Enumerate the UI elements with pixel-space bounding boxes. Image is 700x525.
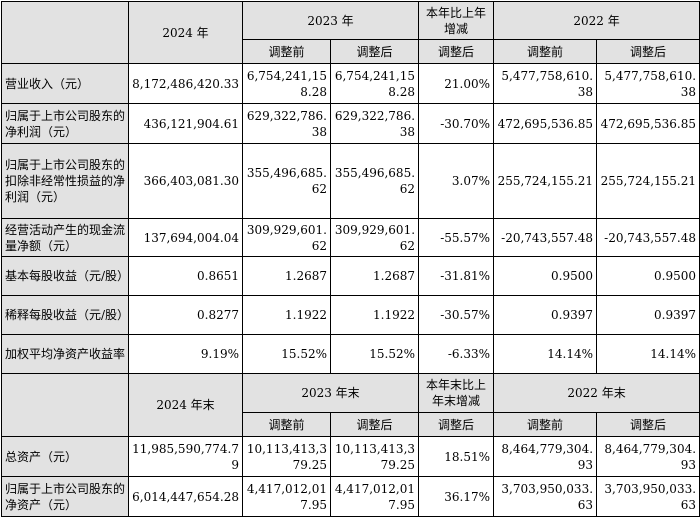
row-label: 稀释每股收益（元/股） <box>1 295 129 335</box>
header-change: 本年比上年增减 <box>418 1 495 40</box>
value-2024: 8,172,486,420.33 <box>128 63 243 104</box>
value-2024: 11,985,590,774.79 <box>128 436 243 477</box>
header-change-end: 本年末比上年末增减 <box>418 373 495 413</box>
table-row: 经营活动产生的现金流量净额（元） 137,694,004.04 309,929,… <box>1 218 700 257</box>
value-2022-before: 0.9500 <box>493 256 598 296</box>
header-2023: 2023 年 <box>241 1 420 40</box>
value-2023-before: 1.2687 <box>242 256 331 296</box>
value-2022-before: 255,724,155.21 <box>493 143 598 219</box>
value-2022-after: 0.9500 <box>596 256 700 296</box>
header-2022-end: 2022 年末 <box>493 373 700 413</box>
value-2024: 137,694,004.04 <box>128 218 243 257</box>
header-2024: 2024 年 <box>128 1 243 64</box>
row-label: 加权平均净资产收益率 <box>1 334 129 374</box>
value-2024: 366,403,081.30 <box>128 143 243 219</box>
value-change: 21.00% <box>418 63 495 104</box>
value-2022-before: 0.9397 <box>493 295 598 335</box>
value-change: 36.17% <box>418 476 495 517</box>
value-2023-before: 10,113,413,379.25 <box>242 436 331 477</box>
header-2022-before: 调整前 <box>493 39 598 64</box>
value-2023-after: 629,322,786.38 <box>329 103 420 144</box>
value-2022-after: 0.9397 <box>596 295 700 335</box>
value-change: -30.70% <box>418 103 495 144</box>
table-row: 归属于上市公司股东的净资产（元） 6,014,447,654.28 4,417,… <box>1 476 700 517</box>
value-2023-after: 309,929,601.62 <box>329 218 420 257</box>
value-change: -30.57% <box>418 295 495 335</box>
value-2022-before: 5,477,758,610.38 <box>493 63 598 104</box>
value-2024: 9.19% <box>128 334 243 374</box>
value-2022-before: 3,703,950,033.63 <box>493 476 598 517</box>
value-2022-after: -20,743,557.48 <box>596 218 700 257</box>
value-2022-after: 3,703,950,033.63 <box>596 476 700 517</box>
table-row: 归属于上市公司股东的扣除非经常性损益的净利润（元） 366,403,081.30… <box>1 143 700 219</box>
value-2023-after: 4,417,012,017.95 <box>329 476 420 517</box>
value-2023-before: 1.1922 <box>242 295 331 335</box>
value-2022-before: 8,464,779,304.93 <box>493 436 598 477</box>
row-label: 总资产（元） <box>1 436 129 477</box>
header-2023-before: 调整前 <box>242 412 331 437</box>
value-2023-after: 6,754,241,158.28 <box>329 63 420 104</box>
value-2023-before: 309,929,601.62 <box>242 218 331 257</box>
value-2023-before: 15.52% <box>242 334 331 374</box>
header-2023-after: 调整后 <box>329 412 420 437</box>
header-2022: 2022 年 <box>493 1 700 40</box>
table-row: 营业收入（元） 8,172,486,420.33 6,754,241,158.2… <box>1 63 700 104</box>
table-row: 稀释每股收益（元/股） 0.8277 1.1922 1.1922 -30.57%… <box>1 295 700 335</box>
row-label: 归属于上市公司股东的扣除非经常性损益的净利润（元） <box>1 143 129 219</box>
value-2024: 6,014,447,654.28 <box>128 476 243 517</box>
value-2023-before: 629,322,786.38 <box>242 103 331 144</box>
header-2023-end: 2023 年末 <box>241 373 420 413</box>
value-change: 3.07% <box>418 143 495 219</box>
header-2024-end: 2024 年末 <box>128 373 243 437</box>
header-2023-after: 调整后 <box>329 39 420 64</box>
value-2023-after: 15.52% <box>329 334 420 374</box>
row-label: 经营活动产生的现金流量净额（元） <box>1 218 129 257</box>
row-label: 营业收入（元） <box>1 63 129 104</box>
table-row: 加权平均净资产收益率 9.19% 15.52% 15.52% -6.33% 14… <box>1 334 700 374</box>
header-2023-before: 调整前 <box>242 39 331 64</box>
value-change: -31.81% <box>418 256 495 296</box>
value-2022-after: 5,477,758,610.38 <box>596 63 700 104</box>
value-2022-before: -20,743,557.48 <box>493 218 598 257</box>
table-row: 总资产（元） 11,985,590,774.79 10,113,413,379.… <box>1 436 700 477</box>
value-2023-after: 10,113,413,379.25 <box>329 436 420 477</box>
value-change: -6.33% <box>418 334 495 374</box>
row-label: 归属于上市公司股东的净利润（元） <box>1 103 129 144</box>
value-2023-before: 355,496,685.62 <box>242 143 331 219</box>
value-2022-after: 14.14% <box>596 334 700 374</box>
value-2022-after: 255,724,155.21 <box>596 143 700 219</box>
value-2024: 0.8277 <box>128 295 243 335</box>
table-row: 归属于上市公司股东的净利润（元） 436,121,904.61 629,322,… <box>1 103 700 144</box>
header-blank-cell <box>1 373 129 437</box>
row-label: 基本每股收益（元/股） <box>1 256 129 296</box>
table-row: 基本每股收益（元/股） 0.8651 1.2687 1.2687 -31.81%… <box>1 256 700 296</box>
value-2023-after: 1.2687 <box>329 256 420 296</box>
value-2023-after: 355,496,685.62 <box>329 143 420 219</box>
value-2022-after: 472,695,536.85 <box>596 103 700 144</box>
value-2022-before: 472,695,536.85 <box>493 103 598 144</box>
header-change-after: 调整后 <box>418 39 495 64</box>
value-2022-after: 8,464,779,304.93 <box>596 436 700 477</box>
value-2023-before: 6,754,241,158.28 <box>242 63 331 104</box>
value-2023-after: 1.1922 <box>329 295 420 335</box>
value-2022-before: 14.14% <box>493 334 598 374</box>
value-2024: 436,121,904.61 <box>128 103 243 144</box>
value-2024: 0.8651 <box>128 256 243 296</box>
header-2022-after: 调整后 <box>596 412 700 437</box>
value-change: -55.57% <box>418 218 495 257</box>
header-change-after: 调整后 <box>418 412 495 437</box>
row-label: 归属于上市公司股东的净资产（元） <box>1 476 129 517</box>
value-change: 18.51% <box>418 436 495 477</box>
value-2023-before: 4,417,012,017.95 <box>242 476 331 517</box>
header-2022-after: 调整后 <box>596 39 700 64</box>
header-blank-cell <box>1 1 129 64</box>
header-2022-before: 调整前 <box>493 412 598 437</box>
